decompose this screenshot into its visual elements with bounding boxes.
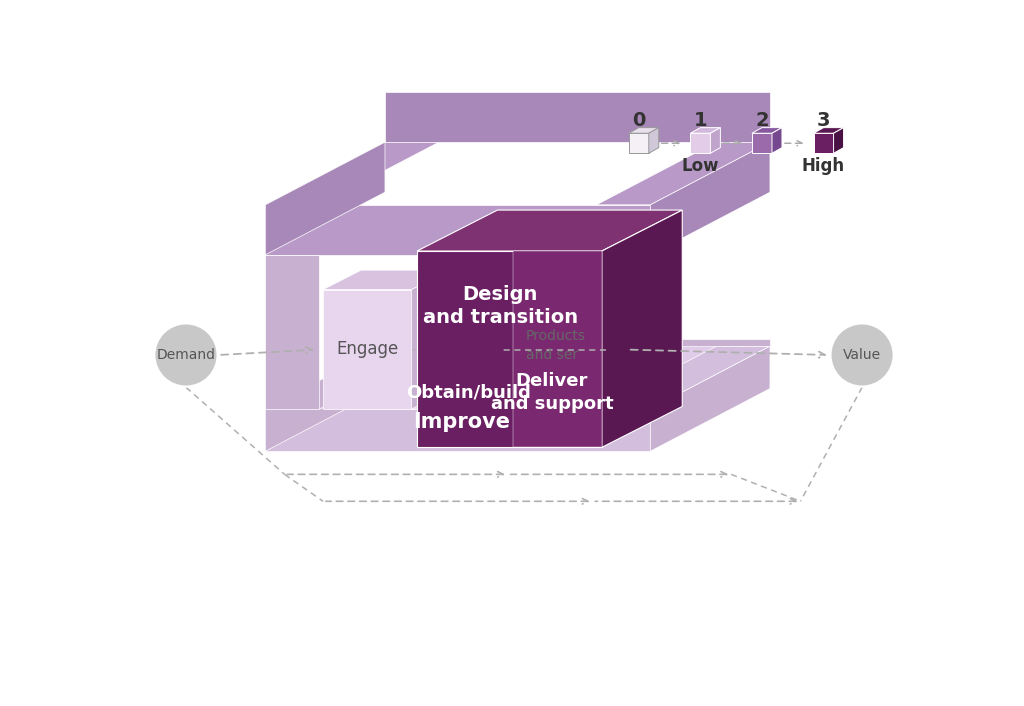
Polygon shape	[265, 142, 439, 205]
Polygon shape	[265, 205, 650, 255]
Text: Engage: Engage	[336, 340, 398, 358]
Polygon shape	[834, 128, 844, 153]
Polygon shape	[265, 142, 385, 255]
Text: Low: Low	[682, 157, 719, 175]
Polygon shape	[412, 270, 450, 409]
Polygon shape	[504, 289, 593, 409]
Polygon shape	[813, 133, 834, 153]
Polygon shape	[690, 133, 711, 153]
Polygon shape	[265, 346, 385, 451]
Polygon shape	[265, 409, 650, 451]
Text: High: High	[802, 157, 845, 175]
Polygon shape	[265, 346, 439, 409]
Text: Demand: Demand	[157, 348, 215, 362]
Polygon shape	[629, 128, 658, 133]
Text: 2: 2	[755, 111, 769, 130]
Polygon shape	[417, 251, 602, 448]
Polygon shape	[323, 270, 450, 289]
Polygon shape	[772, 128, 782, 153]
Polygon shape	[690, 128, 720, 133]
Polygon shape	[385, 92, 770, 142]
Polygon shape	[602, 210, 682, 448]
Polygon shape	[629, 133, 649, 153]
Text: 3: 3	[817, 111, 830, 130]
Polygon shape	[417, 210, 682, 251]
Polygon shape	[385, 338, 770, 346]
Polygon shape	[323, 289, 412, 409]
Polygon shape	[813, 128, 844, 133]
Polygon shape	[596, 142, 770, 205]
Text: Obtain/build: Obtain/build	[407, 383, 531, 402]
Polygon shape	[752, 128, 782, 133]
Polygon shape	[319, 346, 716, 409]
Polygon shape	[265, 255, 319, 409]
Polygon shape	[649, 128, 658, 153]
Text: 0: 0	[632, 111, 645, 130]
Text: Deliver
and support: Deliver and support	[490, 372, 613, 412]
Ellipse shape	[155, 323, 217, 387]
Text: Plan: Plan	[440, 184, 499, 208]
Polygon shape	[504, 270, 631, 289]
Polygon shape	[650, 142, 770, 255]
Text: 1: 1	[693, 111, 708, 130]
Text: Value: Value	[843, 348, 881, 362]
Polygon shape	[596, 255, 650, 409]
Polygon shape	[650, 346, 770, 451]
Polygon shape	[513, 251, 602, 448]
Text: Products
and ser: Products and ser	[526, 329, 586, 361]
Polygon shape	[596, 346, 770, 409]
Ellipse shape	[830, 323, 894, 387]
Polygon shape	[752, 133, 772, 153]
Polygon shape	[711, 128, 720, 153]
Text: Improve: Improve	[413, 412, 510, 432]
Text: Design
and transition: Design and transition	[423, 285, 578, 328]
Polygon shape	[593, 270, 631, 409]
